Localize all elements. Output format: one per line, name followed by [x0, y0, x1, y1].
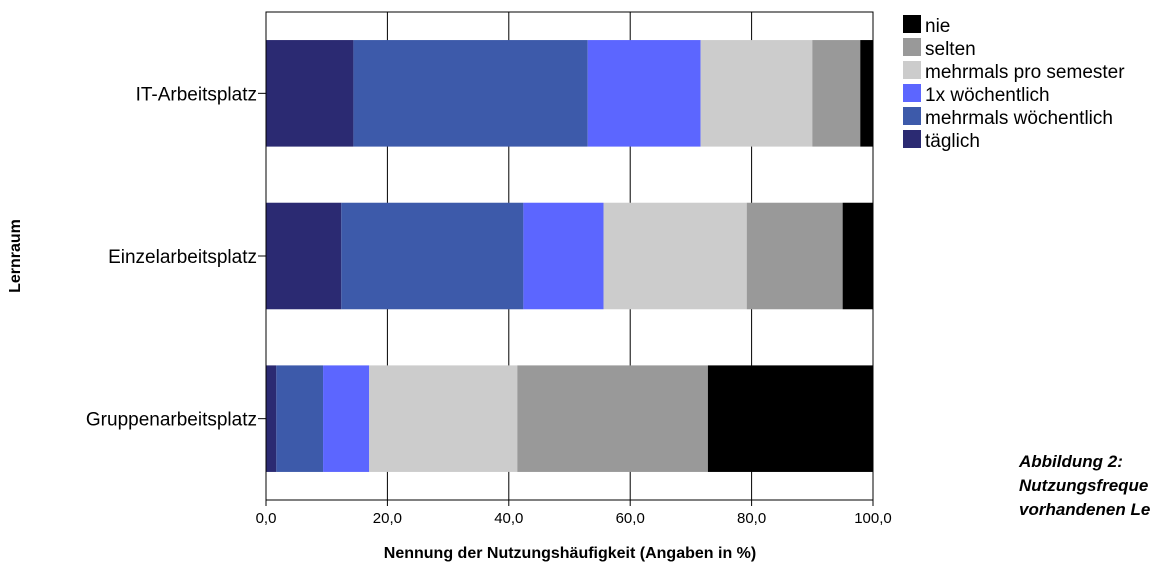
bar-segment — [587, 40, 701, 147]
x-tick-label: 0,0 — [256, 510, 277, 527]
bar-segment — [603, 202, 747, 310]
x-tick-label: 80,0 — [737, 510, 766, 527]
bar-segment — [266, 365, 277, 472]
bar-segment — [369, 365, 518, 472]
legend-swatch — [903, 15, 921, 33]
category-label: Gruppenarbeitsplatz — [86, 410, 257, 431]
bars — [266, 40, 873, 472]
bar-segment — [860, 40, 873, 147]
bar-segment — [266, 40, 354, 147]
bar-segment — [341, 202, 524, 310]
caption-line-1: Abbildung 2: — [1019, 452, 1123, 471]
legend-label: täglich — [925, 131, 980, 152]
category-label: Einzelarbeitsplatz — [108, 247, 257, 268]
x-tick-label: 60,0 — [616, 510, 645, 527]
legend-swatch — [903, 61, 921, 79]
y-axis-title: Lernraum — [7, 219, 24, 293]
bar-segment — [323, 365, 370, 472]
bar-segment — [523, 202, 604, 310]
x-tick-label: 20,0 — [373, 510, 402, 527]
x-tick-label: 40,0 — [494, 510, 523, 527]
bar-segment — [746, 202, 843, 310]
bar-segment — [842, 202, 873, 310]
caption-line-2: Nutzungsfreque — [1019, 476, 1149, 495]
category-labels: IT-Arbeitsplatz Einzelarbeitsplatz Gruppen… — [86, 84, 266, 431]
bar-segment — [353, 40, 588, 147]
legend-label: nie — [925, 16, 950, 37]
legend-swatch — [903, 84, 921, 102]
legend-label: mehrmals pro semester — [925, 62, 1125, 83]
legend-label: selten — [925, 39, 976, 60]
legend-swatch — [903, 130, 921, 148]
x-axis-title: Nennung der Nutzungshäufigkeit (Angaben … — [384, 545, 756, 562]
bar-segment — [707, 365, 873, 472]
category-label: IT-Arbeitsplatz — [136, 84, 257, 105]
legend-label: mehrmals wöchentlich — [925, 108, 1113, 129]
bar-segment — [700, 40, 813, 147]
legend-swatch — [903, 107, 921, 125]
x-tick-labels: 0,0 20,0 40,0 60,0 80,0 100,0 — [256, 500, 892, 527]
x-tick-label: 100,0 — [854, 510, 892, 527]
bar-segment — [812, 40, 861, 147]
legend-label: 1x wöchentlich — [925, 85, 1050, 106]
caption-line-3: vorhandenen Le — [1019, 500, 1151, 519]
legend-swatch — [903, 38, 921, 56]
bar-segment — [266, 202, 342, 310]
bar-segment — [276, 365, 324, 472]
bar-segment — [517, 365, 708, 472]
figure-caption: Abbildung 2: Nutzungsfreque vorhandenen … — [1019, 450, 1150, 522]
